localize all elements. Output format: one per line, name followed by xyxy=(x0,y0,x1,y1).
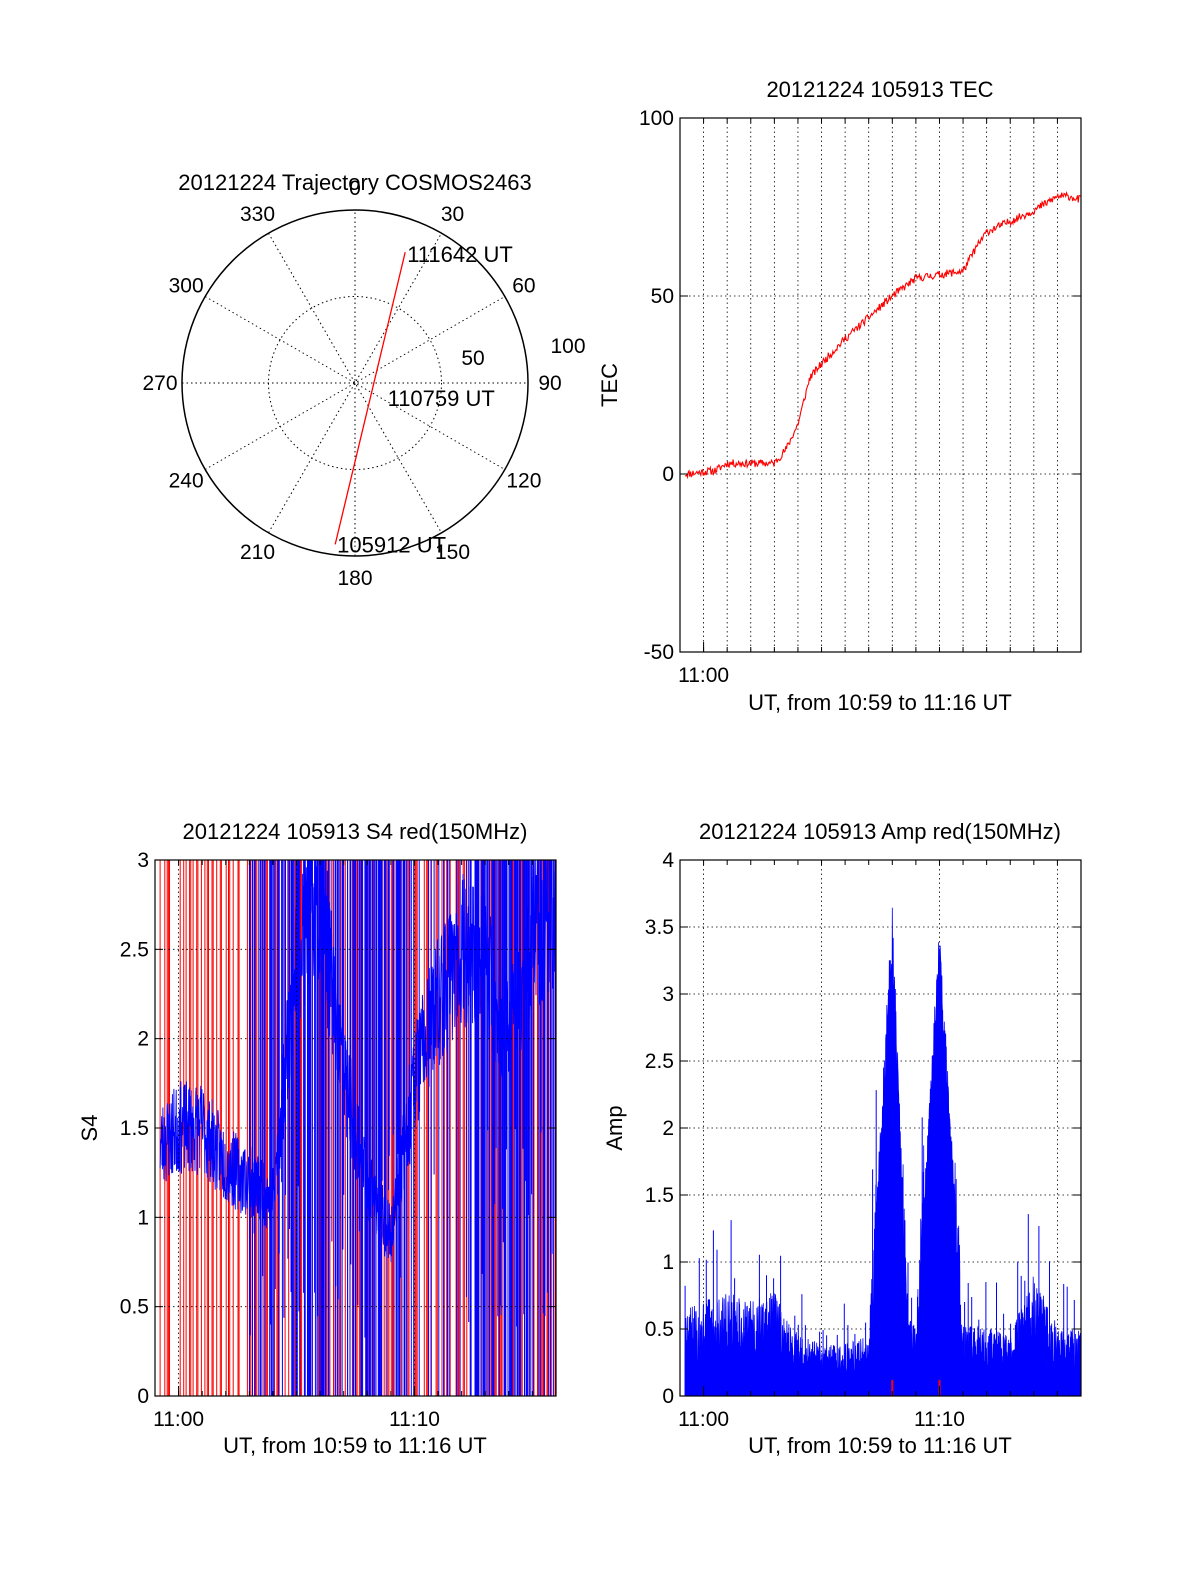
y-tick-label: -50 xyxy=(644,641,674,664)
trajectory-time-label: 111642 UT xyxy=(407,242,513,267)
tec-ylabel: TEC xyxy=(597,363,622,407)
amp-ticks: 4 3.5 3 2.5 2 1.5 1 0.5 011:00 11:10 xyxy=(645,849,1082,1431)
azimuth-label: 270 xyxy=(142,372,177,395)
polar-spoke xyxy=(204,296,506,470)
amp-ylabel: Amp xyxy=(602,1105,627,1150)
y-tick-label: 100 xyxy=(639,107,674,130)
trajectory-time-label: 105912 UT xyxy=(337,532,446,557)
polar-spoke xyxy=(268,232,442,534)
radial-label-50: 50 xyxy=(461,347,484,370)
radial-label-100: 100 xyxy=(550,335,585,358)
trajectory-polar-plot: 20121224 Trajectory COSMOS2463 0 30 60 90 12… xyxy=(142,170,585,590)
s4-ylabel: S4 xyxy=(77,1115,102,1142)
tec-xlabel: UT, from 10:59 to 11:16 UT xyxy=(748,690,1012,715)
tec-title: 20121224 105913 TEC xyxy=(766,77,993,102)
x-tick-label: 11:00 xyxy=(678,664,729,687)
polar-title: 20121224 Trajectory COSMOS2463 xyxy=(178,170,531,195)
amp-fill xyxy=(684,907,1082,1397)
trajectory: 105912 UT 110759 UT 111642 UT xyxy=(334,242,513,557)
azimuth-label: 330 xyxy=(240,203,275,226)
polar-outer-circle xyxy=(181,209,529,557)
polar-spoke xyxy=(204,296,506,470)
y-tick-label: 1.5 xyxy=(645,1184,674,1207)
azimuth-label: 120 xyxy=(506,470,541,493)
y-tick-label: 2.5 xyxy=(120,938,149,961)
trajectory-time-label: 110759 UT xyxy=(388,386,495,411)
x-tick-label: 11:00 xyxy=(153,1408,204,1431)
tec-series xyxy=(684,190,1081,480)
y-tick-label: 4 xyxy=(662,849,674,872)
y-tick-label: 1.5 xyxy=(120,1117,149,1140)
azimuth-label: 30 xyxy=(441,203,464,226)
amp-chart: 20121224 105913 Amp red(150MHz) 4 3.5 3 2.5… xyxy=(602,819,1082,1458)
polar-spoke xyxy=(268,232,442,534)
azimuth-label: 180 xyxy=(337,567,372,590)
y-tick-label: 0 xyxy=(662,463,674,486)
y-tick-label: 2 xyxy=(662,1117,674,1140)
azimuth-label: 90 xyxy=(538,372,561,395)
azimuth-label: 150 xyxy=(435,541,470,564)
trajectory-line xyxy=(334,252,406,545)
s4-xlabel: UT, from 10:59 to 11:16 UT xyxy=(223,1433,487,1458)
tec-line xyxy=(684,190,1081,480)
y-tick-label: 3 xyxy=(137,849,149,872)
y-tick-label: 2.5 xyxy=(645,1050,674,1073)
y-tick-label: 1 xyxy=(137,1206,149,1229)
azimuth-label: 60 xyxy=(512,275,535,298)
tec-grid xyxy=(680,118,1082,652)
azimuth-label: 0 xyxy=(349,177,361,200)
y-tick-label: 0 xyxy=(662,1385,674,1408)
y-tick-label: 3 xyxy=(662,983,674,1006)
polar-grid xyxy=(182,210,528,556)
s4-title: 20121224 105913 S4 red(150MHz) xyxy=(183,819,528,844)
y-tick-label: 0 xyxy=(137,1385,149,1408)
azimuth-label: 210 xyxy=(240,541,275,564)
y-tick-label: 0.5 xyxy=(120,1296,149,1319)
y-tick-label: 2 xyxy=(137,1028,149,1051)
amp-title: 20121224 105913 Amp red(150MHz) xyxy=(699,819,1061,844)
s4-ticks: 3 2.5 2 1.5 1 0.5 011:00 11:10 xyxy=(120,849,557,1431)
azimuth-label: 300 xyxy=(169,275,204,298)
y-tick-label: 50 xyxy=(651,285,674,308)
azimuth-label: 240 xyxy=(169,470,204,493)
y-tick-label: 0.5 xyxy=(645,1318,674,1341)
y-tick-label: 3.5 xyxy=(645,916,674,939)
s4-grid xyxy=(155,860,556,1396)
x-tick-label: 11:10 xyxy=(914,1408,965,1431)
amp-xlabel: UT, from 10:59 to 11:16 UT xyxy=(748,1433,1012,1458)
y-tick-label: 1 xyxy=(662,1251,674,1274)
tec-plot-frame xyxy=(679,117,1082,653)
amp-series xyxy=(684,907,1082,1397)
x-tick-label: 11:10 xyxy=(389,1408,440,1431)
s4-chart: 20121224 105913 S4 red(150MHz) 3 2.5 2 1.5 1… xyxy=(77,819,557,1458)
x-tick-label: 11:00 xyxy=(678,1408,729,1431)
azimuth-labels: 0 30 60 90 120 150 180 210 240 270 300 330 xyxy=(142,177,561,590)
